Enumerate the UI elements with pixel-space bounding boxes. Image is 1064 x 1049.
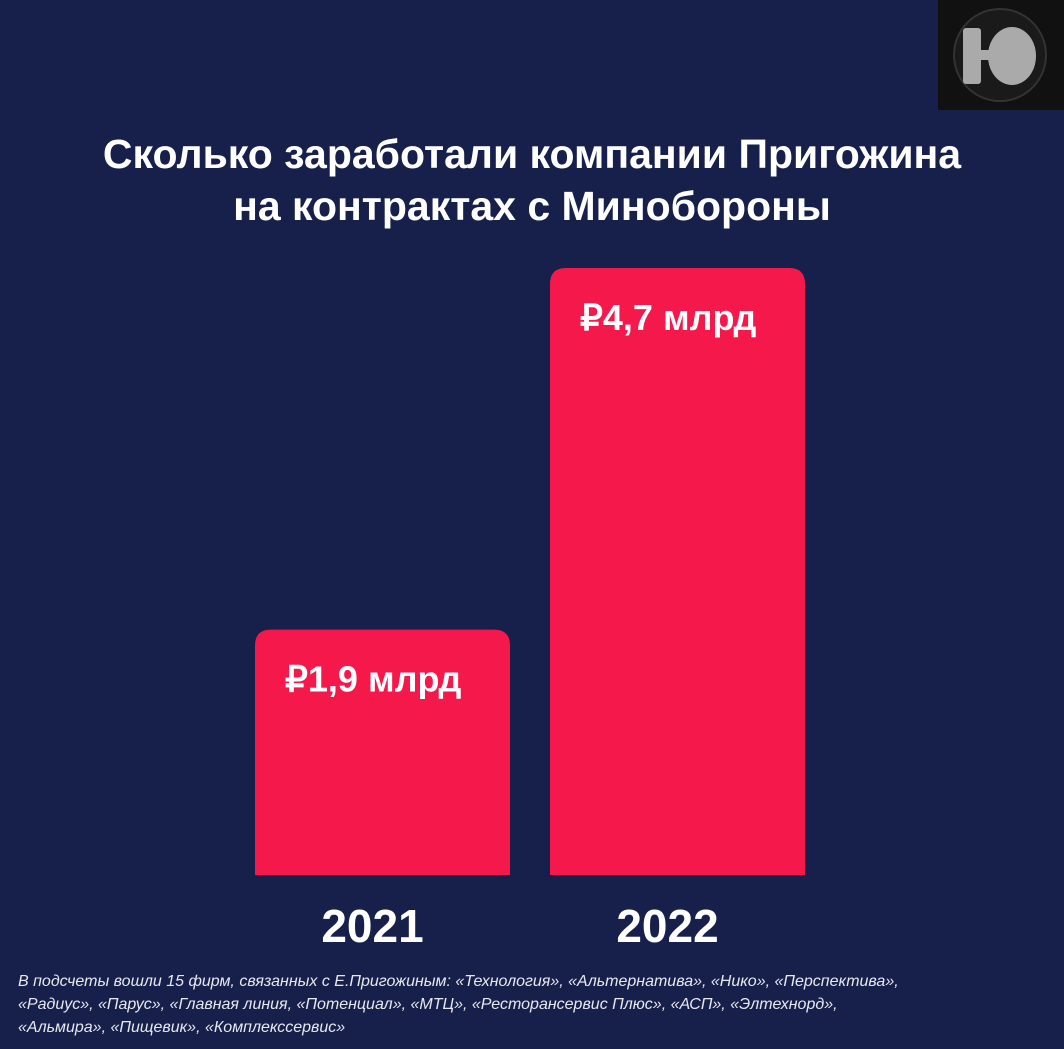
- value-label: ₽1,9 млрд: [285, 659, 462, 700]
- logo: [938, 0, 1064, 110]
- logo-link: [978, 50, 990, 60]
- logo-ring: [988, 27, 1036, 85]
- x-tick-label: 2022: [616, 900, 718, 952]
- x-tick-label: 2021: [321, 900, 423, 952]
- value-label: ₽4,7 млрд: [580, 297, 757, 338]
- bar: [550, 268, 805, 875]
- chart-title: Сколько заработали компании Пригожина на…: [102, 131, 962, 229]
- bar: [255, 629, 510, 875]
- footnote: В подсчеты вошли 15 фирм, связанных с Е.…: [18, 973, 899, 1036]
- logo-bar: [963, 28, 981, 84]
